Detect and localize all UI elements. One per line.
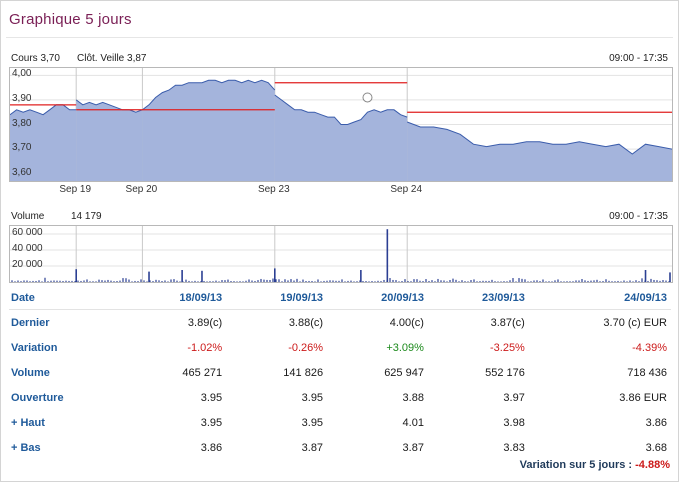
price-area — [407, 122, 672, 181]
row-label: Dernier — [11, 316, 50, 329]
volume-label: Volume — [11, 211, 45, 222]
table-cell: 141 826 — [283, 366, 324, 379]
volume-value: 14 179 — [71, 211, 102, 222]
price-y-tick: 3,80 — [12, 117, 32, 129]
table-cell: 3.89(c) — [187, 316, 223, 329]
price-line — [75, 99, 143, 113]
table-row: Ouverture 3.95 3.95 3.88 3.97 3.86 EUR — [9, 385, 671, 410]
volume-chart[interactable] — [10, 226, 672, 282]
price-line — [407, 121, 672, 155]
table-cell: 3.98 — [503, 416, 525, 429]
volume-time-range: 09:00 - 17:35 — [609, 211, 668, 222]
table-row: Volume 465 271 141 826 625 947 552 176 718 43… — [9, 360, 671, 385]
row-label: Variation — [11, 341, 58, 354]
price-x-tick: Sep 24 — [390, 184, 423, 195]
table-cell: 3.88(c) — [288, 316, 324, 329]
cours-label: Cours 3,70 — [11, 53, 60, 64]
table-cell: 3.88 — [402, 391, 424, 404]
price-y-tick: 3,60 — [12, 166, 32, 178]
cursor-marker — [362, 92, 373, 103]
price-y-tick: 3,70 — [12, 142, 32, 154]
price-chart[interactable] — [10, 68, 672, 181]
table-row: Dernier 3.89(c) 3.88(c) 4.00(c) 3.87(c) 3.70 … — [9, 310, 671, 336]
row-label: + Bas — [11, 441, 41, 454]
price-x-tick: Sep 20 — [125, 184, 158, 195]
header-date: 24/09/13 — [528, 287, 671, 310]
price-area — [142, 80, 275, 181]
table-cell: 3.95 — [301, 391, 324, 404]
quotes-table: Date 18/09/13 19/09/13 20/09/13 23/09/13… — [9, 287, 671, 460]
table-cell: 3.95 — [200, 391, 223, 404]
table-cell: 3.87 — [301, 441, 324, 454]
price-y-tick: 3,90 — [12, 92, 32, 104]
table-cell: 625 947 — [384, 366, 424, 379]
widget-title: Graphique 5 jours — [9, 11, 132, 28]
table-cell: 3.95 — [301, 416, 324, 429]
table-cell: 3.87 — [402, 441, 424, 454]
price-x-tick: Sep 19 — [59, 184, 92, 195]
table-cell: -3.25% — [489, 341, 525, 354]
volume-y-tick: 60 000 — [12, 227, 43, 238]
header-date: 18/09/13 — [125, 287, 227, 310]
price-line — [142, 79, 276, 111]
table-cell: 3.95 — [200, 416, 223, 429]
row-label: Volume — [11, 366, 50, 379]
five-day-variation: Variation sur 5 jours : -4.88% — [520, 459, 670, 471]
table-cell: 3.83 — [503, 441, 525, 454]
table-cell: 4.01 — [402, 416, 424, 429]
table-cell: 718 436 — [627, 366, 667, 379]
table-cell: 3.86 EUR — [619, 391, 667, 404]
table-cell: 3.86 — [200, 441, 223, 454]
volume-y-tick: 20 000 — [12, 259, 43, 270]
table-cell: -1.02% — [187, 341, 223, 354]
header-date: 20/09/13 — [327, 287, 428, 310]
table-cell: 465 271 — [182, 366, 223, 379]
five-day-variation-value: -4.88% — [635, 459, 670, 471]
price-area — [10, 104, 77, 181]
price-y-tick: 4,00 — [12, 68, 32, 80]
table-row: + Haut 3.95 3.95 4.01 3.98 3.86 — [9, 410, 671, 435]
header-date: 19/09/13 — [226, 287, 328, 310]
table-cell: 3.97 — [503, 391, 525, 404]
five-day-variation-label: Variation sur 5 jours : — [519, 459, 633, 471]
price-time-range: 09:00 - 17:35 — [609, 53, 668, 64]
volume-chart-frame — [9, 225, 673, 283]
price-x-tick: Sep 23 — [257, 184, 290, 195]
price-chart-frame — [9, 67, 673, 182]
table-cell: -0.26% — [288, 341, 324, 354]
table-cell: 4.00(c) — [389, 316, 424, 329]
table-cell: +3.09% — [386, 341, 424, 354]
price-line — [10, 104, 77, 116]
table-header-row: Date 18/09/13 19/09/13 20/09/13 23/09/13… — [9, 287, 671, 310]
title-divider — [6, 37, 673, 38]
table-row: + Bas 3.86 3.87 3.87 3.83 3.68 — [9, 435, 671, 460]
table-cell: 3.86 — [645, 416, 667, 429]
row-label: Ouverture — [11, 391, 64, 404]
cloture-label: Clôt. Veille 3,87 — [77, 53, 147, 64]
volume-y-tick: 40 000 — [12, 243, 43, 254]
table-cell: 3.68 — [645, 441, 667, 454]
table-row: Variation -1.02% -0.26% +3.09% -3.25% -4.39% — [9, 335, 671, 360]
price-area — [274, 95, 408, 181]
table-cell: 3.70 (c) EUR — [603, 316, 667, 329]
header-date-label: Date — [9, 287, 126, 310]
table-cell: 3.87(c) — [490, 316, 525, 329]
price-area — [76, 99, 143, 181]
header-date: 23/09/13 — [427, 287, 529, 310]
table-cell: 552 176 — [485, 366, 525, 379]
table-cell: -4.39% — [632, 341, 667, 354]
price-line — [274, 94, 408, 125]
row-label: + Haut — [11, 416, 45, 429]
